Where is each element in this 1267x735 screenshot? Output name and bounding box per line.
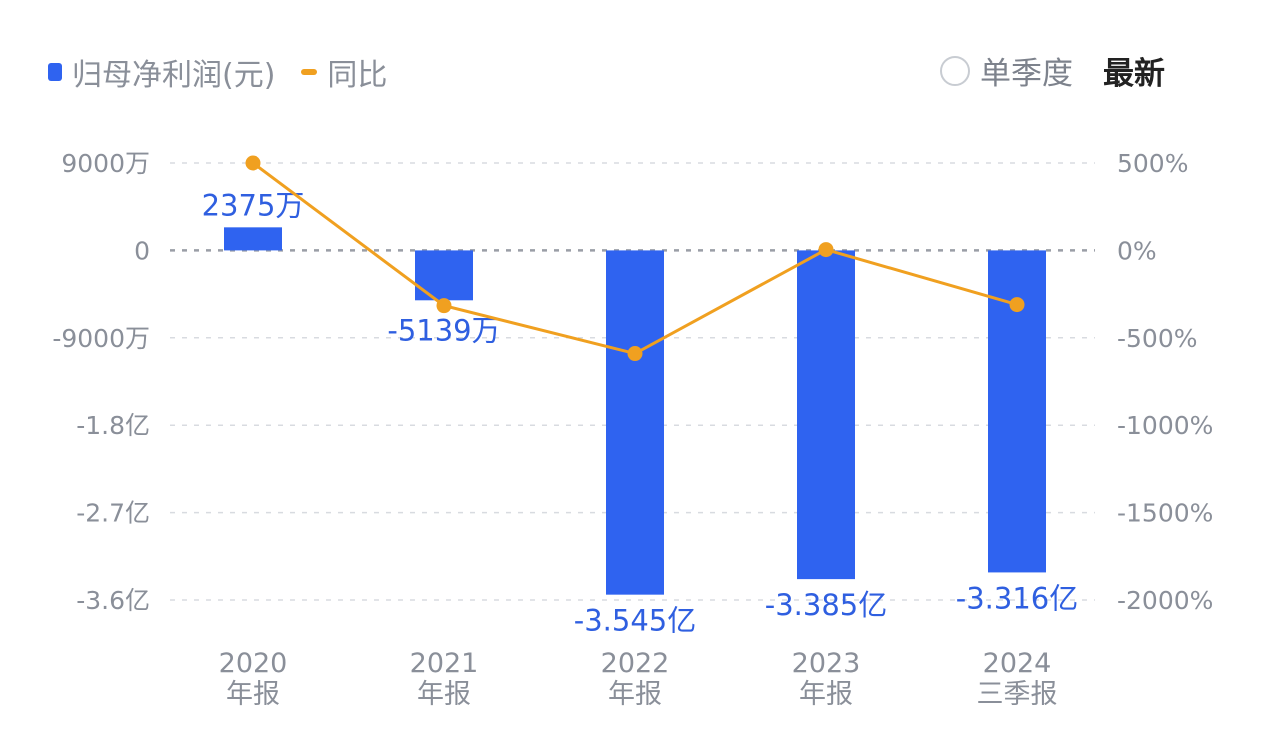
x-tick-year: 2021 (410, 648, 479, 679)
x-tick-period: 年报 (226, 679, 280, 710)
season-label[interactable]: 单季度 (980, 56, 1073, 92)
bar-value-label: -3.385亿 (765, 588, 888, 622)
period-controls: 单季度 最新 (940, 48, 1165, 93)
right-tick-label: -2000% (1117, 586, 1213, 615)
x-tick-period: 年报 (799, 679, 853, 710)
x-tick-year: 2023 (792, 648, 861, 679)
yoy-point (1009, 297, 1025, 313)
left-tick-label: -2.7亿 (76, 499, 150, 528)
season-radio[interactable] (940, 55, 970, 86)
bar (797, 250, 855, 580)
left-tick-label: -1.8亿 (76, 411, 150, 440)
left-tick-label: 9000万 (61, 149, 150, 178)
yoy-point (818, 242, 834, 258)
x-tick-period: 年报 (417, 679, 471, 710)
x-tick-year: 2020 (219, 648, 288, 679)
yoy-point (627, 346, 643, 362)
bar (606, 250, 664, 595)
x-tick-year: 2024 (983, 648, 1052, 679)
right-tick-label: -1500% (1117, 499, 1213, 528)
x-tick-period: 年报 (608, 679, 662, 710)
yoy-point (245, 155, 261, 171)
bar-value-label: 2375万 (202, 188, 305, 222)
bar (224, 227, 282, 251)
legend: 归母净利润(元) 同比 (48, 50, 387, 94)
left-tick-label: -3.6亿 (76, 586, 150, 615)
right-tick-label: -500% (1117, 324, 1198, 353)
legend-line-swatch (301, 69, 318, 75)
yoy-point (436, 298, 452, 314)
latest-toggle[interactable]: 最新 (1103, 56, 1165, 92)
right-tick-label: -1000% (1117, 411, 1213, 440)
right-tick-label: 500% (1117, 149, 1188, 178)
legend-bar-label[interactable]: 归母净利润(元) (72, 58, 276, 93)
x-tick-period: 三季报 (977, 679, 1058, 710)
legend-line-label[interactable]: 同比 (327, 58, 388, 93)
legend-bar-swatch (48, 63, 62, 81)
bar-value-label: -5139万 (387, 313, 500, 347)
x-tick-year: 2022 (601, 648, 670, 679)
right-tick-label: 0% (1117, 236, 1157, 265)
bar-value-label: -3.316亿 (956, 581, 1079, 615)
left-tick-label: -9000万 (52, 324, 150, 353)
left-tick-label: 0 (134, 236, 150, 265)
bar-value-label: -3.545亿 (574, 604, 697, 638)
bar (415, 250, 473, 301)
